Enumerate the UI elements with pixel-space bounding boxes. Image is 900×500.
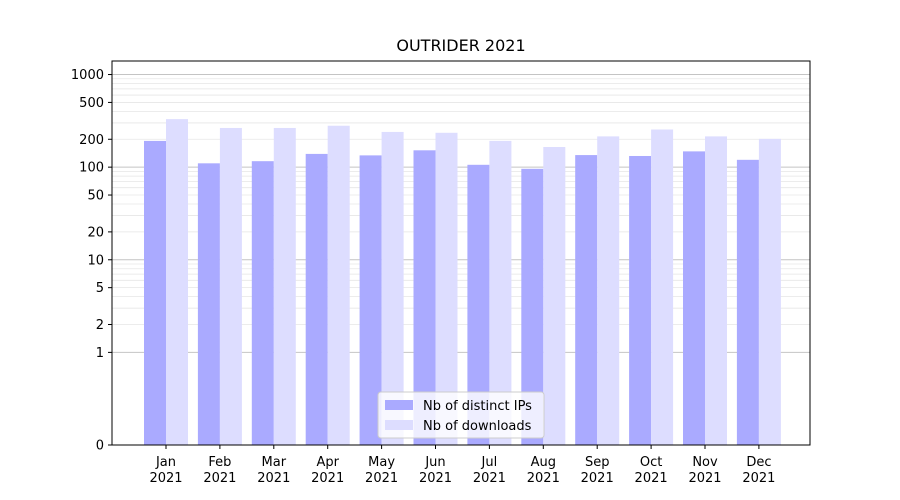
bar-distinct-ips <box>144 140 166 445</box>
y-tick-label: 200 <box>79 133 104 148</box>
bar-distinct-ips <box>467 164 490 446</box>
bar-downloads <box>597 136 620 446</box>
y-tick-label: 1 <box>96 346 104 361</box>
chart-title: OUTRIDER 2021 <box>396 36 525 55</box>
bar-distinct-ips <box>575 155 598 445</box>
bar-distinct-ips <box>197 163 220 445</box>
plot-frame <box>111 60 811 446</box>
y-tick-label: 20 <box>87 225 104 240</box>
bar-distinct-ips <box>305 153 328 446</box>
bar-downloads <box>543 147 566 445</box>
bar-downloads <box>435 132 458 445</box>
bar-downloads <box>327 125 350 445</box>
bar-distinct-ips <box>251 161 274 445</box>
bar-downloads <box>651 129 674 446</box>
y-tick-label: 10 <box>87 253 104 268</box>
y-tick-label: 100 <box>79 161 104 176</box>
legend-swatch <box>385 420 413 430</box>
legend-label: Nb of downloads <box>423 419 532 434</box>
legend: Nb of distinct IPs Nb of downloads <box>377 391 545 439</box>
x-tick-label: Jan 2021 <box>149 455 182 486</box>
x-tick-label: Oct 2021 <box>635 455 668 486</box>
y-tick-label: 5 <box>96 281 104 296</box>
bar-downloads <box>219 127 242 445</box>
bar-downloads <box>273 127 296 445</box>
bar-downloads <box>381 131 404 445</box>
x-tick-label: Nov 2021 <box>688 455 721 486</box>
bar-distinct-ips <box>413 150 436 445</box>
bar-downloads <box>758 138 781 445</box>
x-tick-label: Aug 2021 <box>527 455 560 486</box>
legend-label: Nb of distinct IPs <box>423 399 532 414</box>
bar-distinct-ips <box>359 155 382 445</box>
legend-swatch <box>385 400 413 410</box>
x-tick-label: Dec 2021 <box>742 455 775 486</box>
x-axis: Jan 2021 Feb 2021 Mar 2021 Apr 2021 May 2021 Jun 20… <box>149 445 775 486</box>
bar-distinct-ips <box>629 155 652 445</box>
x-tick-label: Apr 2021 <box>311 455 344 486</box>
y-axis: 0 1 2 5 10 20 50 100 200 500 1000 <box>71 68 112 454</box>
x-tick-label: Mar 2021 <box>257 455 290 486</box>
x-tick-label: Sep 2021 <box>581 455 614 486</box>
y-tick-label: 2 <box>96 318 104 333</box>
bar-distinct-ips <box>521 168 544 446</box>
bar-downloads <box>705 136 727 446</box>
bar-downloads <box>166 119 188 445</box>
bar-downloads <box>489 140 512 445</box>
x-tick-label: May 2021 <box>365 455 398 486</box>
y-tick-label: 1000 <box>71 68 104 83</box>
bar-distinct-ips <box>683 151 705 445</box>
x-tick-label: Jun 2021 <box>419 455 452 486</box>
x-tick-label: Feb 2021 <box>203 455 236 486</box>
y-tick-label: 0 <box>96 439 104 454</box>
bars <box>144 119 781 446</box>
legend-box <box>377 391 545 439</box>
y-tick-label: 500 <box>79 96 104 111</box>
x-tick-label: Jul 2021 <box>473 455 506 486</box>
bar-distinct-ips <box>736 159 759 446</box>
y-tick-label: 50 <box>87 189 104 204</box>
